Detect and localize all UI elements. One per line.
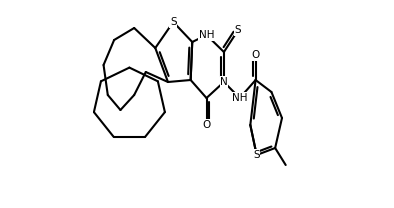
Text: O: O <box>251 50 260 60</box>
Text: N: N <box>220 77 228 87</box>
Text: S: S <box>235 25 242 35</box>
Text: O: O <box>203 120 211 130</box>
Text: S: S <box>170 17 177 27</box>
Text: S: S <box>253 150 260 160</box>
Text: NH: NH <box>232 93 247 103</box>
Text: NH: NH <box>199 30 214 40</box>
